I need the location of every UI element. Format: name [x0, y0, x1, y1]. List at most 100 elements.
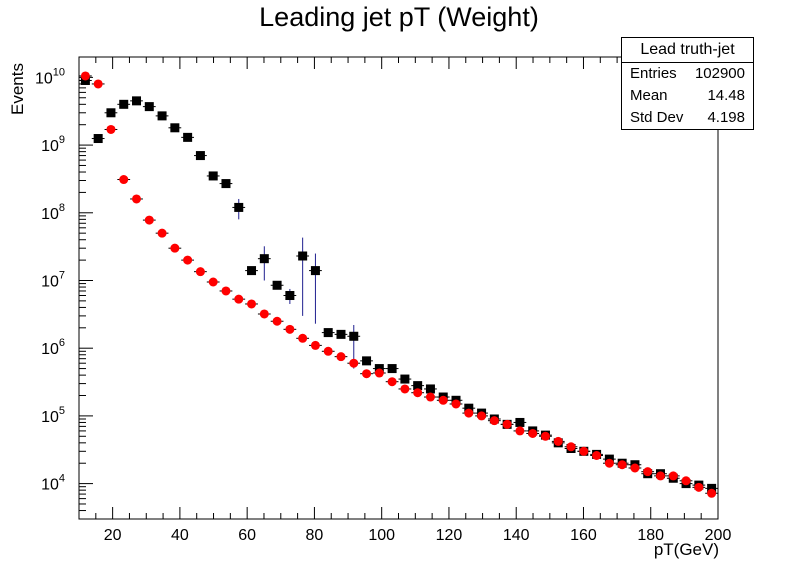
stats-entries-label: Entries [630, 65, 677, 82]
data-point-circle [489, 416, 499, 426]
data-point-circle [183, 255, 193, 265]
stats-stddev-value: 4.198 [707, 109, 745, 126]
data-point-circle [438, 395, 448, 405]
data-point-circle [106, 124, 116, 134]
data-point-square [93, 134, 103, 144]
data-point-circle [208, 277, 218, 287]
data-point-circle [247, 299, 257, 309]
data-point-square [298, 251, 308, 261]
data-point-circle [694, 482, 704, 492]
data-point-circle [413, 388, 423, 398]
data-point-square [119, 99, 129, 109]
data-point-circle [310, 340, 320, 350]
data-point-circle [566, 442, 576, 452]
data-point-circle [362, 369, 372, 379]
data-point-circle [323, 346, 333, 356]
data-point-circle [477, 411, 487, 421]
data-point-circle [528, 428, 538, 438]
data-point-circle [259, 309, 269, 319]
data-point-circle [144, 215, 154, 225]
data-point-square [183, 132, 193, 142]
stats-row-stddev: Std Dev 4.198 [630, 107, 745, 129]
y-axis: 104 105 106 107 108 109 1010 [35, 56, 93, 520]
stats-entries-value: 102900 [694, 65, 745, 82]
data-point-square [336, 329, 346, 339]
data-point-square [310, 266, 320, 276]
x-tick-label: 60 [238, 527, 256, 544]
y-tick-label: 105 [41, 405, 65, 426]
data-point-square [400, 374, 410, 384]
data-point-circle [617, 460, 627, 470]
x-tick-label: 100 [368, 527, 395, 544]
data-point-circle [579, 446, 589, 456]
y-tick-label: 107 [41, 269, 65, 290]
data-point-square [387, 364, 397, 374]
stats-mean-label: Mean [630, 87, 668, 104]
data-point-square [425, 384, 435, 394]
data-point-square [208, 171, 218, 181]
data-point-circle [400, 384, 410, 394]
stats-mean-value: 14.48 [707, 87, 745, 104]
data-point-circle [655, 471, 665, 481]
data-point-square [285, 291, 295, 301]
data-point-square [413, 381, 423, 391]
chart-title: Leading jet pT (Weight) [259, 2, 539, 32]
data-point-circle [451, 399, 461, 409]
data-point-circle [553, 436, 563, 446]
data-point-circle [592, 451, 602, 461]
data-point-square [259, 254, 269, 264]
x-tick-label: 20 [104, 527, 122, 544]
data-point-square [362, 356, 372, 366]
data-point-circle [132, 194, 142, 204]
data-point-square [144, 102, 154, 112]
data-point-square [707, 483, 717, 493]
data-point-square [234, 202, 244, 212]
data-point-circle [272, 316, 282, 326]
x-tick-label: 160 [570, 527, 597, 544]
data-point-square [349, 331, 359, 341]
x-tick-label: 80 [306, 527, 324, 544]
data-point-circle [93, 79, 103, 89]
data-point-circle [80, 71, 90, 81]
x-tick-label: 180 [637, 527, 664, 544]
y-axis-label: Events [8, 63, 27, 115]
series-2 [79, 71, 718, 498]
data-point-circle [540, 431, 550, 441]
data-point-circle [464, 408, 474, 418]
data-point-square [80, 75, 90, 85]
stats-row-entries: Entries 102900 [630, 63, 745, 85]
data-point-square [157, 111, 167, 121]
series-1 [79, 75, 718, 493]
data-point-circle [157, 228, 167, 238]
stats-box-title: Lead truth-jet [622, 38, 753, 63]
data-point-circle [502, 419, 512, 429]
data-point-square [272, 280, 282, 290]
x-tick-label: 140 [503, 527, 530, 544]
data-point-circle [119, 175, 129, 185]
data-point-circle [643, 467, 653, 477]
data-point-circle [221, 286, 231, 296]
data-point-square [221, 179, 231, 189]
data-series [79, 71, 718, 498]
data-point-circle [285, 324, 295, 334]
y-tick-label: 1010 [35, 66, 65, 87]
data-point-circle [195, 267, 205, 277]
y-tick-label: 104 [41, 473, 65, 494]
data-point-circle [425, 392, 435, 402]
stats-box: Lead truth-jet Entries 102900 Mean 14.48… [621, 37, 754, 130]
data-point-circle [387, 377, 397, 387]
x-axis-label: pT(GeV) [653, 540, 719, 559]
y-tick-label: 109 [41, 134, 65, 155]
data-point-square [195, 151, 205, 161]
x-axis: 20 40 60 80 100 120 140 160 180 200 [78, 57, 731, 544]
x-tick-label: 120 [436, 527, 463, 544]
stats-stddev-label: Std Dev [630, 109, 684, 126]
data-point-circle [374, 368, 384, 378]
data-point-circle [681, 476, 691, 486]
y-tick-label: 108 [41, 202, 65, 223]
data-point-square [170, 123, 180, 133]
data-point-circle [630, 463, 640, 473]
data-point-square [132, 96, 142, 106]
x-tick-label: 40 [171, 527, 189, 544]
